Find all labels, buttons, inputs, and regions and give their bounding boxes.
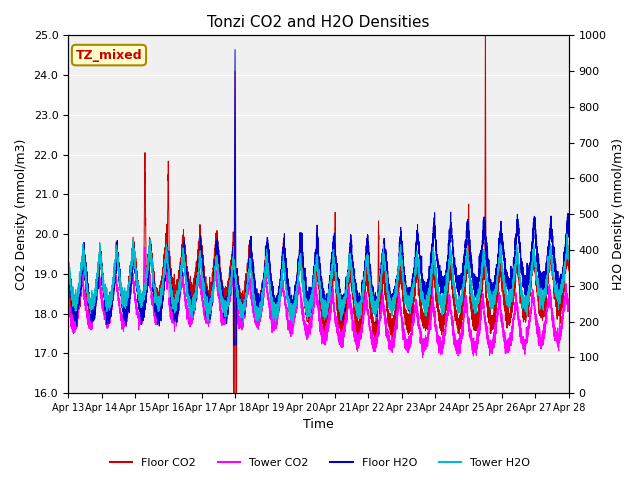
Tower CO2 — [141, 244, 148, 250]
Floor CO2 — [481, 33, 489, 38]
Floor H2O — [231, 47, 239, 52]
Tower CO2 — [234, 321, 242, 326]
Tower CO2 — [301, 319, 309, 324]
Tower CO2 — [64, 300, 72, 305]
Floor CO2 — [64, 284, 72, 289]
Y-axis label: CO2 Density (mmol/m3): CO2 Density (mmol/m3) — [15, 139, 28, 290]
Floor H2O — [544, 253, 552, 259]
Legend: Floor CO2, Tower CO2, Floor H2O, Tower H2O: Floor CO2, Tower CO2, Floor H2O, Tower H… — [105, 453, 535, 472]
Tower H2O — [234, 296, 242, 301]
Text: TZ_mixed: TZ_mixed — [76, 48, 142, 61]
Floor CO2 — [301, 298, 309, 304]
Tower CO2 — [538, 336, 545, 341]
Line: Tower H2O: Tower H2O — [68, 234, 569, 323]
Tower H2O — [64, 257, 72, 263]
Tower H2O — [544, 269, 552, 275]
Tower H2O — [563, 231, 571, 237]
Floor H2O — [565, 223, 573, 228]
Tower CO2 — [544, 296, 552, 302]
Tower CO2 — [444, 309, 452, 314]
Floor CO2 — [230, 390, 237, 396]
Line: Floor H2O: Floor H2O — [68, 49, 569, 346]
X-axis label: Time: Time — [303, 419, 334, 432]
Floor CO2 — [234, 288, 242, 294]
Line: Floor CO2: Floor CO2 — [68, 36, 569, 393]
Floor H2O — [234, 282, 242, 288]
Floor H2O — [430, 228, 438, 234]
Tower CO2 — [430, 312, 438, 318]
Floor H2O — [301, 277, 309, 283]
Floor CO2 — [544, 281, 552, 287]
Floor H2O — [444, 240, 452, 246]
Floor CO2 — [430, 267, 438, 273]
Tower CO2 — [419, 355, 426, 360]
Title: Tonzi CO2 and H2O Densities: Tonzi CO2 and H2O Densities — [207, 15, 429, 30]
Tower H2O — [538, 300, 545, 305]
Floor CO2 — [538, 307, 545, 313]
Tower H2O — [289, 320, 297, 326]
Floor H2O — [538, 274, 545, 280]
Line: Tower CO2: Tower CO2 — [68, 247, 569, 358]
Tower H2O — [301, 296, 309, 301]
Floor CO2 — [565, 268, 573, 274]
Tower H2O — [430, 262, 438, 268]
Floor CO2 — [444, 286, 452, 292]
Tower H2O — [444, 270, 452, 276]
Floor H2O — [230, 343, 237, 348]
Tower H2O — [565, 258, 573, 264]
Tower CO2 — [565, 304, 573, 310]
Y-axis label: H2O Density (mmol/m3): H2O Density (mmol/m3) — [612, 138, 625, 290]
Floor H2O — [64, 254, 72, 260]
